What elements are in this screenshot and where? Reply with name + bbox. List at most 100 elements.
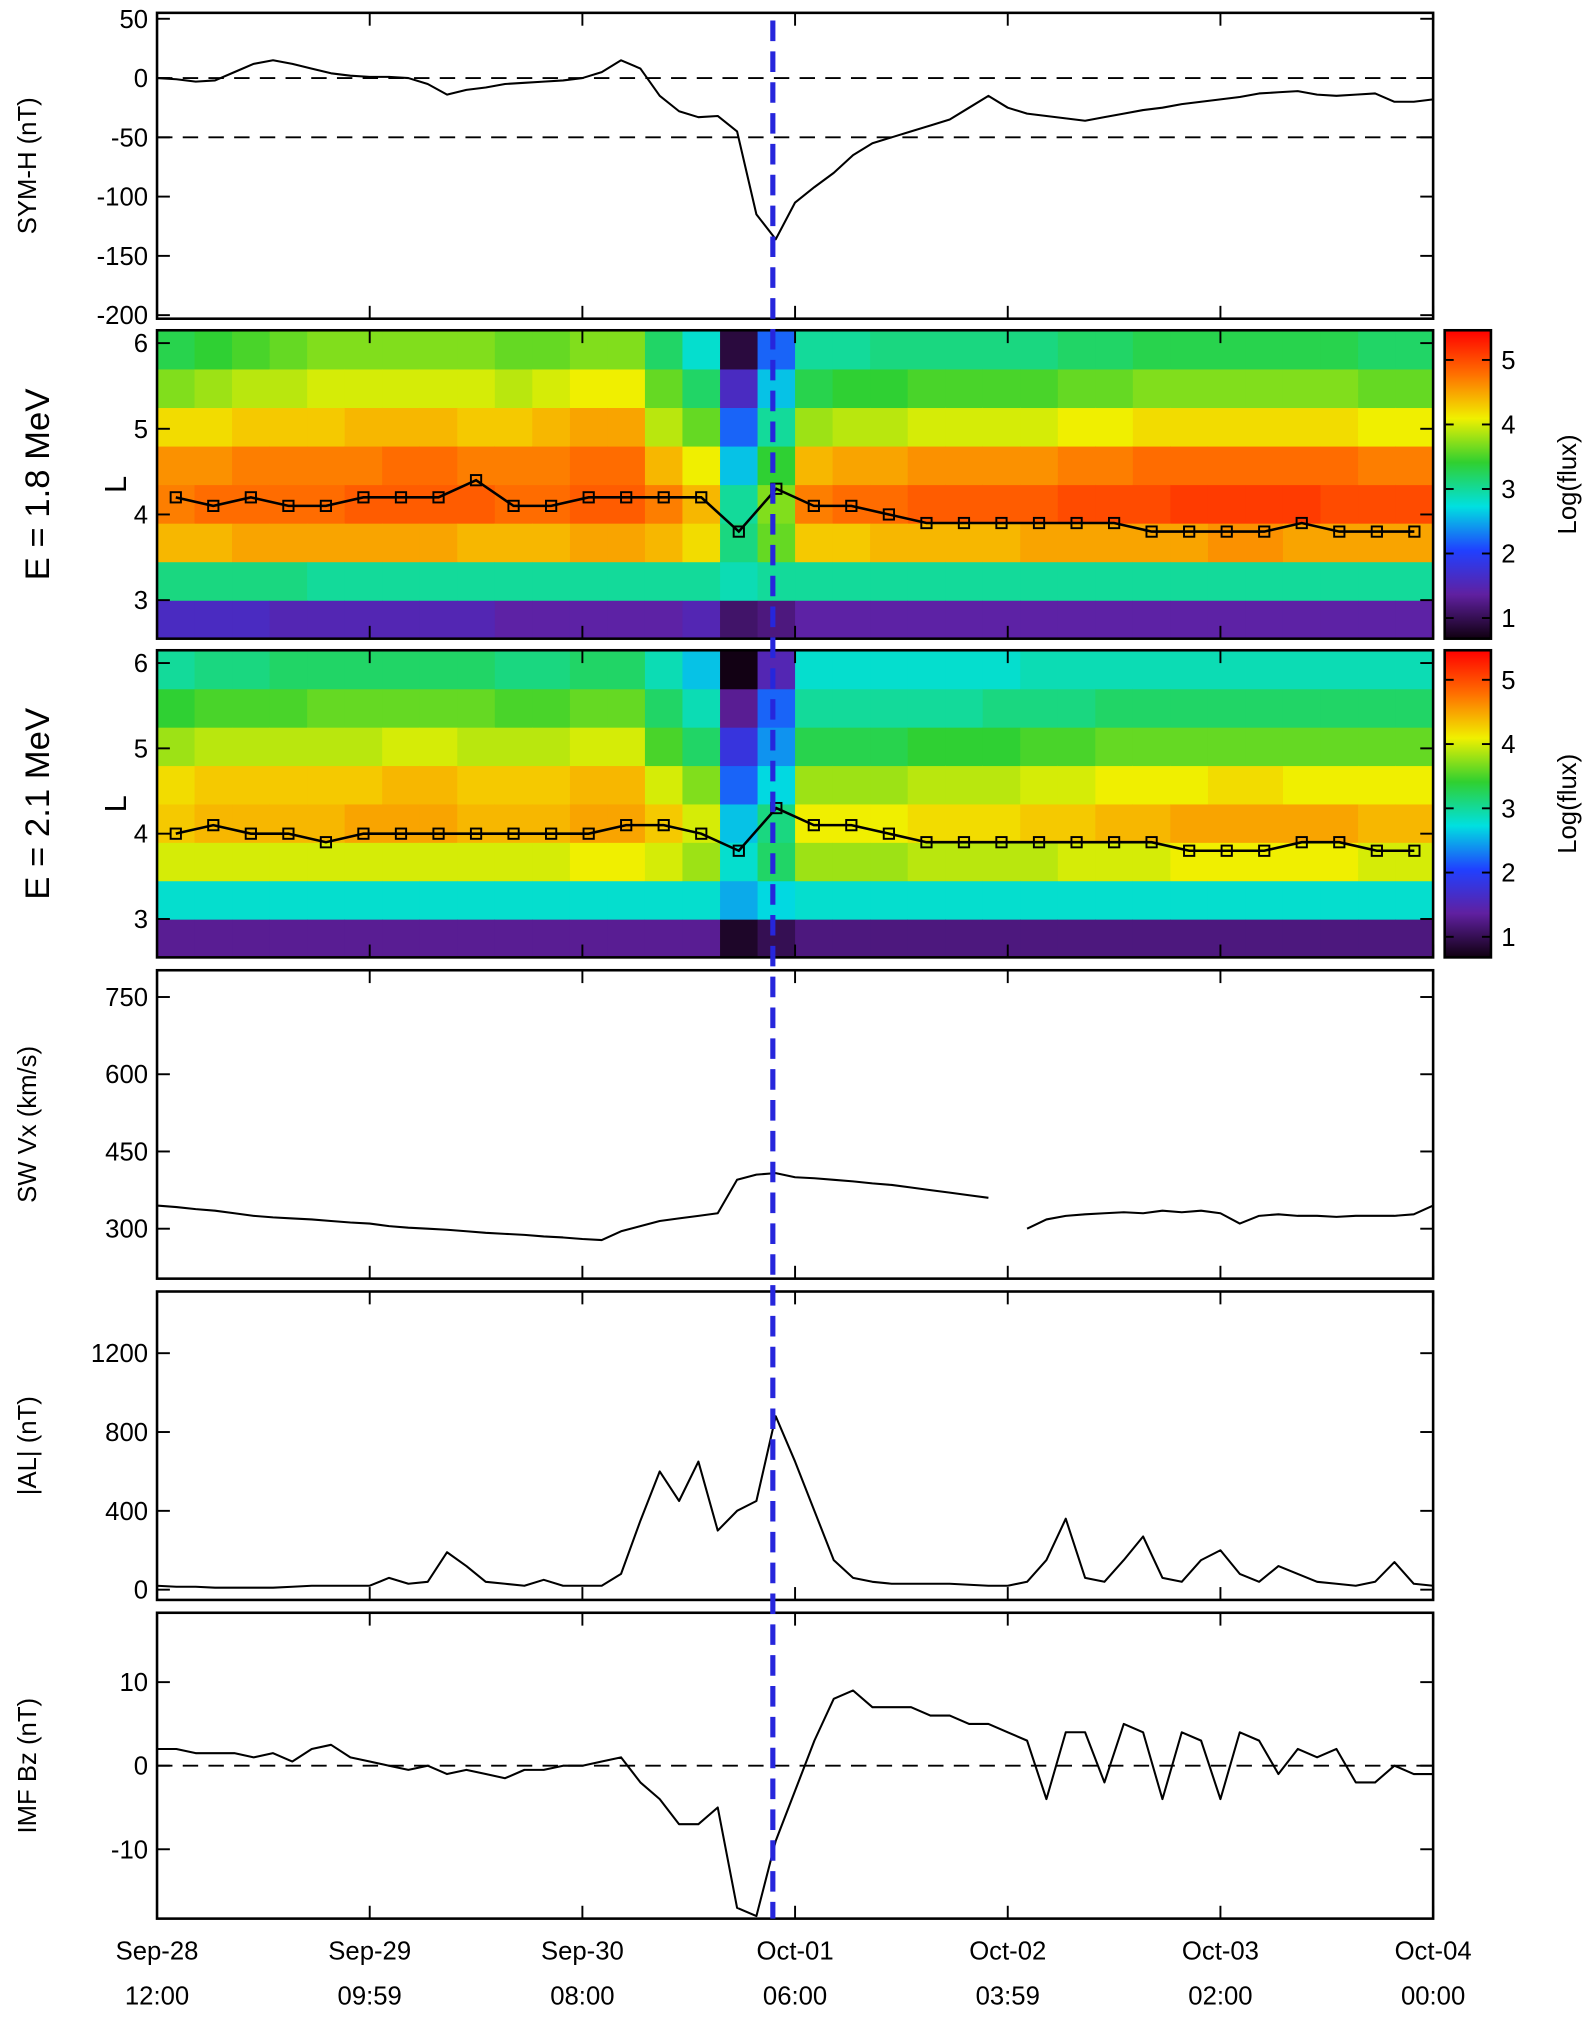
heat-cell xyxy=(532,330,571,370)
heat-cell xyxy=(1057,688,1096,728)
heat-cell xyxy=(607,330,646,370)
y-tick-label: 750 xyxy=(105,984,148,1012)
heat-cell xyxy=(569,561,609,601)
heat-cell xyxy=(1095,600,1134,639)
heat-cell xyxy=(1020,765,1059,805)
heat-cell xyxy=(1207,407,1247,447)
series-line xyxy=(157,1689,1434,1918)
heat-cell xyxy=(870,918,909,958)
heat-cell xyxy=(569,765,609,805)
heat-cell xyxy=(1095,918,1134,958)
heat-cell xyxy=(1020,880,1059,920)
heat-cell xyxy=(982,600,1021,639)
heat-cell xyxy=(494,803,533,843)
heat-cell xyxy=(644,368,684,409)
heat-cell xyxy=(1320,918,1359,958)
heat-cell xyxy=(194,842,233,882)
l-marker xyxy=(1032,836,1046,849)
l-marker xyxy=(1220,525,1233,538)
heat-cell xyxy=(1207,765,1247,805)
y-axis-label: L xyxy=(98,795,133,812)
heat-cell xyxy=(1132,880,1171,920)
heat-cell xyxy=(1358,727,1397,767)
heat-cell xyxy=(945,561,984,601)
plot-frame xyxy=(155,11,1435,320)
heat-cell xyxy=(457,918,496,958)
colorbar-tick-label: 1 xyxy=(1501,605,1515,633)
panel xyxy=(157,1415,1434,1589)
l-marker xyxy=(244,827,257,840)
heat-cell xyxy=(644,842,684,882)
l-marker xyxy=(582,827,595,840)
heat-cell xyxy=(1020,688,1059,728)
heat-cell xyxy=(232,407,271,447)
heat-cell xyxy=(982,407,1021,447)
heat-cell xyxy=(307,842,346,882)
heat-cell xyxy=(870,368,909,409)
heat-cell xyxy=(569,600,609,639)
l-line xyxy=(175,806,1415,853)
heat-cell xyxy=(1395,600,1434,639)
heat-cell xyxy=(682,484,721,524)
y-axis-label: |AL| (nT) xyxy=(14,1396,42,1495)
heat-cell xyxy=(382,918,421,958)
heat-cell xyxy=(232,765,271,805)
l-marker xyxy=(1145,836,1158,849)
heat-cell xyxy=(1020,368,1059,409)
heat-cell xyxy=(1320,368,1359,409)
heat-cell xyxy=(1245,688,1284,728)
colorbar xyxy=(1443,648,1493,959)
heat-cell xyxy=(494,445,533,486)
heat-cell xyxy=(607,445,646,486)
heat-cell xyxy=(945,918,984,958)
heat-cell xyxy=(457,484,496,524)
heat-cell xyxy=(569,842,609,882)
heat-cell xyxy=(269,765,308,805)
heat-cell xyxy=(870,600,909,639)
heat-cell xyxy=(870,561,909,601)
heat-cell xyxy=(720,407,759,447)
heat-cell xyxy=(1095,330,1134,370)
heat-cell xyxy=(1057,727,1096,767)
heat-cell xyxy=(682,650,721,690)
heat-cell xyxy=(1245,803,1284,843)
y-tick-label: 3 xyxy=(134,587,148,615)
y-tick-label: 50 xyxy=(119,6,148,34)
heat-cell xyxy=(194,803,233,843)
heat-cell xyxy=(569,918,609,958)
heat-cell xyxy=(419,330,458,370)
heat-cell xyxy=(269,880,308,920)
l-line xyxy=(175,478,1415,534)
heat-cell xyxy=(1207,600,1247,639)
heat-cell xyxy=(419,368,458,409)
heat-cell xyxy=(1320,600,1359,639)
l-marker xyxy=(582,491,595,504)
heat-cell xyxy=(982,688,1021,728)
heat-cell xyxy=(644,880,684,920)
heat-cell xyxy=(1207,842,1247,882)
heat-cell xyxy=(382,842,421,882)
heat-cell xyxy=(307,765,346,805)
colorbar-tick-label: 4 xyxy=(1501,731,1515,759)
heat-cell xyxy=(982,765,1021,805)
heat-cell xyxy=(1170,880,1209,920)
l-marker xyxy=(1183,525,1196,538)
heat-cell xyxy=(945,880,984,920)
heat-cell xyxy=(1170,727,1209,767)
y-tick-label: 5 xyxy=(134,735,148,763)
heat-cell xyxy=(945,330,984,370)
heat-cell xyxy=(607,765,646,805)
heat-cell xyxy=(382,523,421,563)
heat-cell xyxy=(682,330,721,370)
heat-cell xyxy=(907,330,946,370)
l-marker xyxy=(469,827,483,840)
heat-cell xyxy=(607,880,646,920)
heat-cell xyxy=(1282,765,1322,805)
heat-cell xyxy=(1057,445,1096,486)
y-tick-label: 3 xyxy=(134,906,148,934)
heat-cell xyxy=(1170,803,1209,843)
heat-cell xyxy=(1282,880,1322,920)
heat-cell xyxy=(720,330,759,370)
panel-title: E = 2.1 MeV xyxy=(19,708,57,900)
heat-cell xyxy=(982,918,1021,958)
